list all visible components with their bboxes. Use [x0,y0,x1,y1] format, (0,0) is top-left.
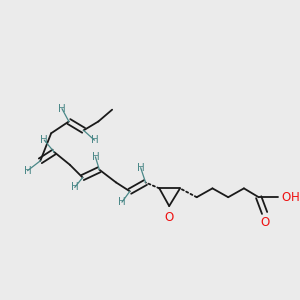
Text: H: H [137,163,145,173]
Text: H: H [92,152,99,162]
Text: O: O [281,191,291,204]
Text: H: H [40,135,48,145]
Text: O: O [260,216,269,229]
Text: H: H [91,135,98,145]
Text: H: H [24,166,32,176]
Text: H: H [71,182,79,192]
Text: O: O [165,211,174,224]
Text: H: H [58,104,66,114]
Text: H: H [118,197,126,207]
Text: H: H [291,191,300,204]
